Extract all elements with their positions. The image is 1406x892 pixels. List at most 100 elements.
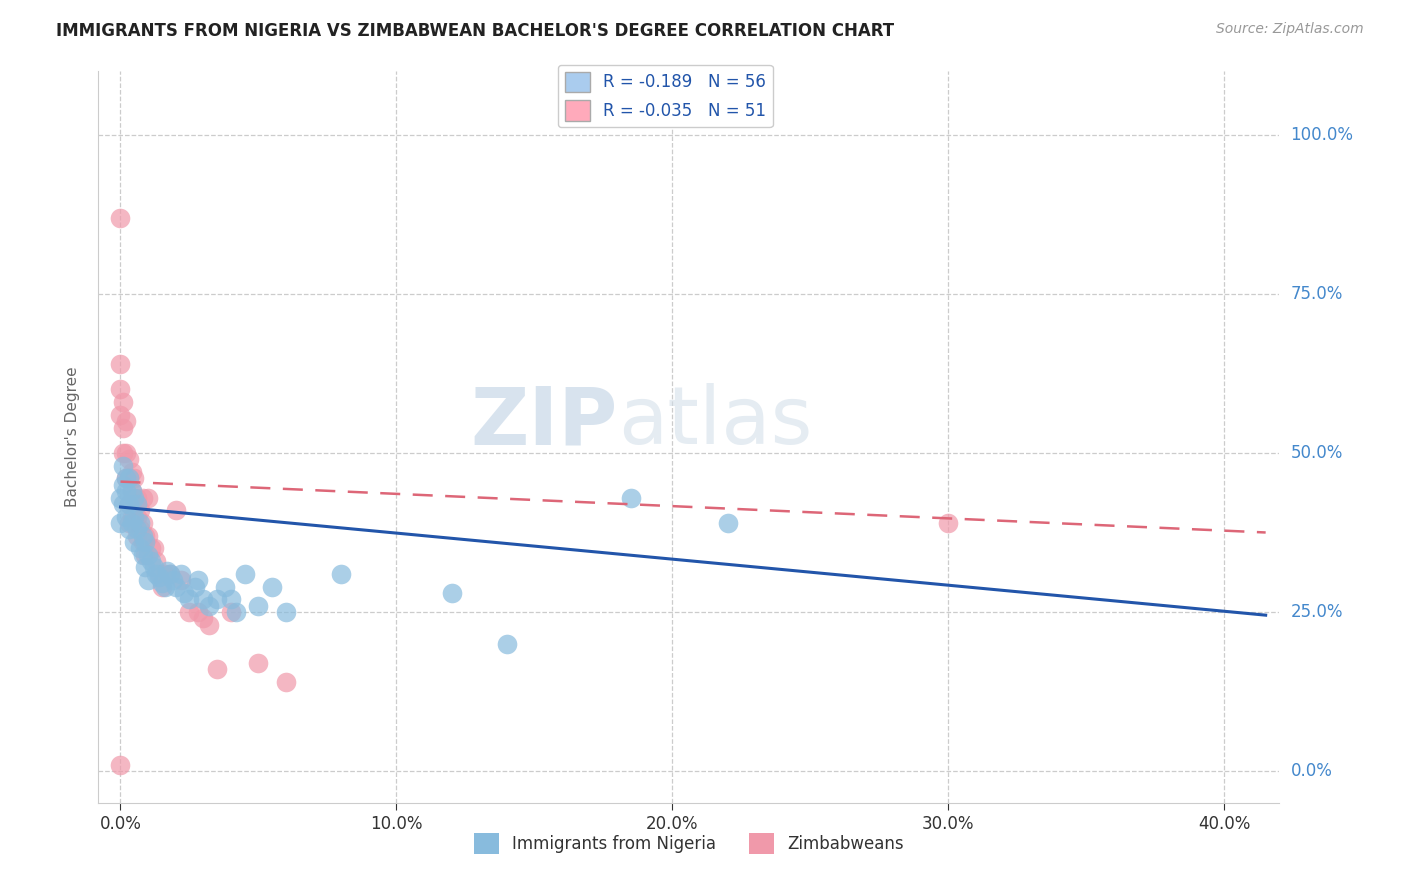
- Point: [110, 408, 132, 422]
- Point: [112, 420, 135, 434]
- Point: [131, 548, 153, 562]
- Point: [219, 592, 242, 607]
- Point: [125, 497, 148, 511]
- Point: [110, 211, 132, 225]
- Legend: Immigrants from Nigeria, Zimbabweans: Immigrants from Nigeria, Zimbabweans: [467, 827, 911, 860]
- Point: [124, 516, 146, 530]
- Point: [148, 566, 170, 581]
- Point: [198, 617, 221, 632]
- Point: [136, 548, 159, 562]
- Point: [136, 491, 159, 505]
- Point: [145, 566, 167, 581]
- Point: [165, 503, 187, 517]
- Point: [159, 566, 181, 581]
- Point: [159, 566, 181, 581]
- Point: [131, 516, 153, 530]
- Point: [118, 497, 141, 511]
- Point: [262, 580, 284, 594]
- Text: ZIP: ZIP: [471, 384, 619, 461]
- Point: [156, 564, 179, 578]
- Point: [131, 535, 153, 549]
- Text: 0.0%: 0.0%: [1291, 762, 1333, 780]
- Point: [620, 491, 643, 505]
- Point: [247, 599, 270, 613]
- Point: [247, 656, 270, 670]
- Point: [148, 570, 170, 584]
- Point: [128, 516, 150, 530]
- Point: [121, 484, 143, 499]
- Text: 25.0%: 25.0%: [1291, 603, 1343, 621]
- Point: [115, 484, 138, 499]
- Point: [440, 586, 463, 600]
- Point: [128, 522, 150, 536]
- Point: [112, 458, 135, 473]
- Point: [118, 471, 141, 485]
- Point: [193, 592, 215, 607]
- Point: [110, 757, 132, 772]
- Text: atlas: atlas: [619, 384, 813, 461]
- Point: [121, 509, 143, 524]
- Point: [115, 509, 138, 524]
- Point: [936, 516, 959, 530]
- Point: [118, 452, 141, 467]
- Point: [115, 471, 138, 485]
- Point: [124, 509, 146, 524]
- Text: 50.0%: 50.0%: [1291, 444, 1343, 462]
- Point: [128, 541, 150, 556]
- Point: [145, 554, 167, 568]
- Point: [118, 497, 141, 511]
- Point: [165, 580, 187, 594]
- Text: 75.0%: 75.0%: [1291, 285, 1343, 303]
- Point: [134, 548, 156, 562]
- Point: [193, 611, 215, 625]
- Text: 100.0%: 100.0%: [1291, 126, 1354, 144]
- Point: [112, 497, 135, 511]
- Point: [170, 573, 193, 587]
- Point: [124, 497, 146, 511]
- Point: [136, 529, 159, 543]
- Point: [173, 586, 195, 600]
- Point: [118, 522, 141, 536]
- Point: [150, 576, 173, 591]
- Point: [110, 516, 132, 530]
- Point: [179, 605, 201, 619]
- Point: [134, 529, 156, 543]
- Point: [233, 566, 256, 581]
- Point: [110, 491, 132, 505]
- Point: [125, 529, 148, 543]
- Text: IMMIGRANTS FROM NIGERIA VS ZIMBABWEAN BACHELOR'S DEGREE CORRELATION CHART: IMMIGRANTS FROM NIGERIA VS ZIMBABWEAN BA…: [56, 22, 894, 40]
- Point: [115, 446, 138, 460]
- Y-axis label: Bachelor's Degree: Bachelor's Degree: [65, 367, 80, 508]
- Point: [142, 560, 165, 574]
- Point: [179, 592, 201, 607]
- Point: [170, 566, 193, 581]
- Point: [716, 516, 738, 530]
- Point: [274, 675, 297, 690]
- Point: [134, 560, 156, 574]
- Point: [121, 465, 143, 479]
- Point: [112, 395, 135, 409]
- Point: [121, 516, 143, 530]
- Point: [153, 566, 176, 581]
- Point: [131, 529, 153, 543]
- Point: [205, 592, 228, 607]
- Point: [134, 535, 156, 549]
- Point: [131, 491, 153, 505]
- Point: [112, 446, 135, 460]
- Point: [125, 509, 148, 524]
- Point: [118, 516, 141, 530]
- Point: [198, 599, 221, 613]
- Point: [495, 637, 517, 651]
- Point: [219, 605, 242, 619]
- Point: [205, 662, 228, 676]
- Point: [150, 580, 173, 594]
- Point: [118, 471, 141, 485]
- Point: [110, 357, 132, 371]
- Point: [128, 503, 150, 517]
- Point: [139, 541, 162, 556]
- Point: [162, 573, 184, 587]
- Point: [136, 573, 159, 587]
- Point: [187, 605, 209, 619]
- Text: Source: ZipAtlas.com: Source: ZipAtlas.com: [1216, 22, 1364, 37]
- Point: [187, 573, 209, 587]
